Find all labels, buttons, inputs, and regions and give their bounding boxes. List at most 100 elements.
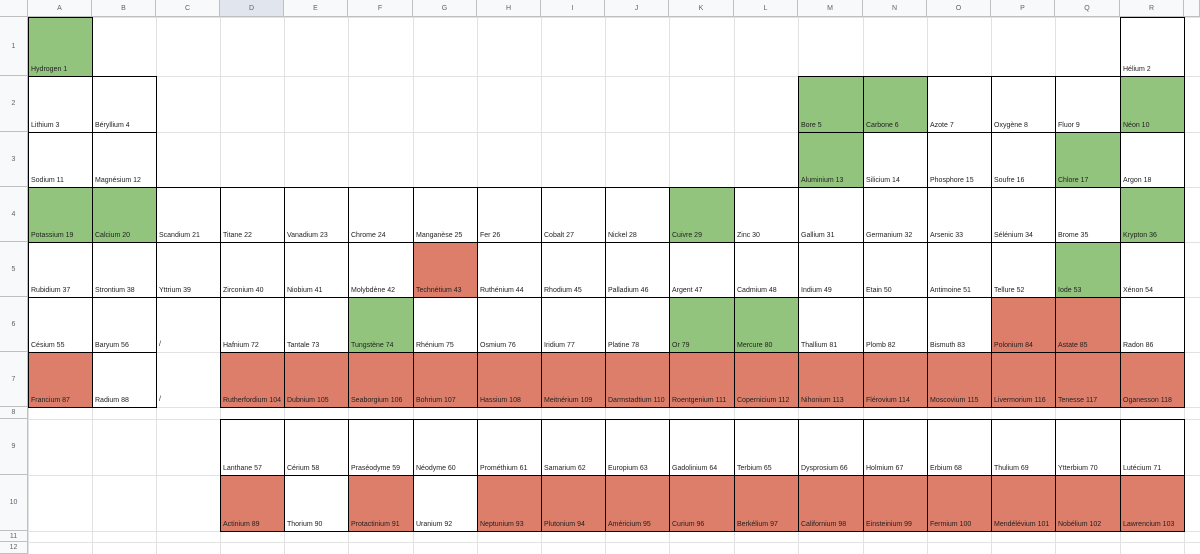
- element-cell[interactable]: Gadolinium 64: [669, 419, 735, 476]
- column-header-d[interactable]: D: [220, 0, 284, 17]
- element-cell[interactable]: Phosphore 15: [927, 132, 992, 188]
- element-cell[interactable]: Astate 85: [1055, 297, 1121, 353]
- element-cell[interactable]: Oxygène 8: [991, 76, 1056, 133]
- element-cell[interactable]: Tellure 52: [991, 242, 1056, 298]
- element-cell[interactable]: Indium 49: [798, 242, 864, 298]
- row-header-9[interactable]: 9: [0, 419, 28, 475]
- element-cell[interactable]: Mercure 80: [734, 297, 799, 353]
- element-cell[interactable]: Chrome 24: [348, 187, 414, 243]
- column-header-m[interactable]: M: [798, 0, 863, 17]
- column-header-p[interactable]: P: [991, 0, 1055, 17]
- element-cell[interactable]: Vanadium 23: [284, 187, 349, 243]
- element-cell[interactable]: Einsteinium 99: [863, 475, 928, 532]
- element-cell[interactable]: Chlore 17: [1055, 132, 1121, 188]
- element-cell[interactable]: Terbium 65: [734, 419, 799, 476]
- element-cell[interactable]: Argent 47: [669, 242, 735, 298]
- element-cell[interactable]: Magnésium 12: [92, 132, 157, 188]
- column-header-f[interactable]: F: [348, 0, 413, 17]
- element-cell[interactable]: Hélium 2: [1120, 17, 1185, 77]
- element-cell[interactable]: Praséodyme 59: [348, 419, 414, 476]
- element-cell[interactable]: Tantale 73: [284, 297, 349, 353]
- element-cell[interactable]: Nihonium 113: [798, 352, 864, 408]
- element-cell[interactable]: Lithium 3: [28, 76, 93, 133]
- element-cell[interactable]: Bohrium 107: [413, 352, 478, 408]
- element-cell[interactable]: Plomb 82: [863, 297, 928, 353]
- element-cell[interactable]: Cadmium 48: [734, 242, 799, 298]
- element-cell[interactable]: Tungstène 74: [348, 297, 414, 353]
- element-cell[interactable]: Bismuth 83: [927, 297, 992, 353]
- element-cell[interactable]: Berkélium 97: [734, 475, 799, 532]
- element-cell[interactable]: Américium 95: [605, 475, 670, 532]
- element-cell[interactable]: Radon 86: [1120, 297, 1185, 353]
- element-cell[interactable]: Copernicium 112: [734, 352, 799, 408]
- element-cell[interactable]: Fermium 100: [927, 475, 992, 532]
- element-cell[interactable]: Niobium 41: [284, 242, 349, 298]
- element-cell[interactable]: Meitnérium 109: [541, 352, 606, 408]
- element-cell[interactable]: Béryllium 4: [92, 76, 157, 133]
- column-header-a[interactable]: A: [28, 0, 92, 17]
- element-cell[interactable]: Yttrium 39: [156, 242, 221, 298]
- element-cell[interactable]: Samarium 62: [541, 419, 606, 476]
- element-cell[interactable]: Krypton 36: [1120, 187, 1185, 243]
- element-cell[interactable]: Iridium 77: [541, 297, 606, 353]
- row-header-5[interactable]: 5: [0, 242, 28, 297]
- element-cell[interactable]: Curium 96: [669, 475, 735, 532]
- element-cell[interactable]: Oganesson 118: [1120, 352, 1185, 408]
- row-header-8[interactable]: 8: [0, 407, 28, 419]
- element-cell[interactable]: Néon 10: [1120, 76, 1185, 133]
- cell-text[interactable]: /: [159, 396, 161, 403]
- element-cell[interactable]: Ruthénium 44: [477, 242, 542, 298]
- element-cell[interactable]: Holmium 67: [863, 419, 928, 476]
- element-cell[interactable]: Prométhium 61: [477, 419, 542, 476]
- element-cell[interactable]: Platine 78: [605, 297, 670, 353]
- row-header-7[interactable]: 7: [0, 352, 28, 407]
- element-cell[interactable]: Thorium 90: [284, 475, 349, 532]
- column-header-j[interactable]: J: [605, 0, 669, 17]
- row-header-3[interactable]: 3: [0, 132, 28, 187]
- element-cell[interactable]: Hassium 108: [477, 352, 542, 408]
- element-cell[interactable]: Darmstadtium 110: [605, 352, 670, 408]
- element-cell[interactable]: Soufre 16: [991, 132, 1056, 188]
- element-cell[interactable]: Cobalt 27: [541, 187, 606, 243]
- element-cell[interactable]: Rubidium 37: [28, 242, 93, 298]
- element-cell[interactable]: Germanium 32: [863, 187, 928, 243]
- element-cell[interactable]: Nobélium 102: [1055, 475, 1121, 532]
- element-cell[interactable]: Lawrencium 103: [1120, 475, 1185, 532]
- element-cell[interactable]: Ytterbium 70: [1055, 419, 1121, 476]
- select-all-corner[interactable]: [0, 0, 28, 17]
- element-cell[interactable]: Néodyme 60: [413, 419, 478, 476]
- row-header-11[interactable]: 11: [0, 531, 28, 542]
- column-header-r[interactable]: R: [1120, 0, 1184, 17]
- element-cell[interactable]: Césium 55: [28, 297, 93, 353]
- element-cell[interactable]: Mendélévium 101: [991, 475, 1056, 532]
- column-header-k[interactable]: K: [669, 0, 734, 17]
- element-cell[interactable]: Protactinium 91: [348, 475, 414, 532]
- element-cell[interactable]: Iode 53: [1055, 242, 1121, 298]
- element-cell[interactable]: Brome 35: [1055, 187, 1121, 243]
- element-cell[interactable]: Sélénium 34: [991, 187, 1056, 243]
- element-cell[interactable]: Roentgenium 111: [669, 352, 735, 408]
- row-header-4[interactable]: 4: [0, 187, 28, 242]
- element-cell[interactable]: Etain 50: [863, 242, 928, 298]
- column-header-c[interactable]: C: [156, 0, 220, 17]
- column-header-l[interactable]: L: [734, 0, 798, 17]
- element-cell[interactable]: Dysprosium 66: [798, 419, 864, 476]
- element-cell[interactable]: Californium 98: [798, 475, 864, 532]
- row-header-10[interactable]: 10: [0, 475, 28, 531]
- element-cell[interactable]: Seaborgium 106: [348, 352, 414, 408]
- column-header-e[interactable]: E: [284, 0, 348, 17]
- element-cell[interactable]: Plutonium 94: [541, 475, 606, 532]
- element-cell[interactable]: Livermorium 116: [991, 352, 1056, 408]
- row-header-2[interactable]: 2: [0, 76, 28, 132]
- element-cell[interactable]: Fluor 9: [1055, 76, 1121, 133]
- row-header-6[interactable]: 6: [0, 297, 28, 352]
- element-cell[interactable]: Titane 22: [220, 187, 285, 243]
- element-cell[interactable]: Argon 18: [1120, 132, 1185, 188]
- element-cell[interactable]: Radium 88: [92, 352, 157, 408]
- column-header-g[interactable]: G: [413, 0, 477, 17]
- element-cell[interactable]: Technétium 43: [413, 242, 478, 298]
- element-cell[interactable]: Azote 7: [927, 76, 992, 133]
- element-cell[interactable]: Tenesse 117: [1055, 352, 1121, 408]
- element-cell[interactable]: Xénon 54: [1120, 242, 1185, 298]
- element-cell[interactable]: Hafnium 72: [220, 297, 285, 353]
